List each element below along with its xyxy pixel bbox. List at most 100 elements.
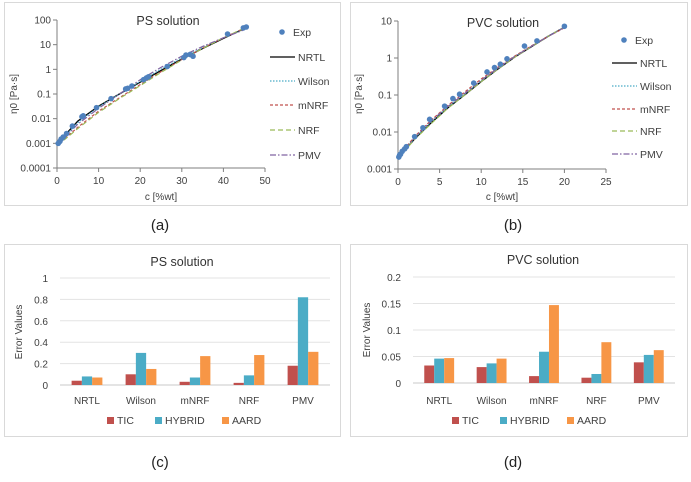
chart-a-exp-point bbox=[243, 24, 250, 30]
chart-c-category-label: PMV bbox=[292, 396, 314, 407]
chart-a-exp-point bbox=[129, 83, 135, 89]
chart-c-bar-aard bbox=[92, 377, 103, 385]
chart-d-ytick-label: 0.1 bbox=[387, 326, 401, 337]
chart-d-bar-hybrid bbox=[434, 358, 445, 383]
chart-c-bar-tic bbox=[71, 380, 82, 385]
chart-c-bar-tic bbox=[125, 374, 136, 385]
chart-b-xlabel: c [%wt] bbox=[486, 192, 518, 203]
chart-c-bar-hybrid bbox=[297, 297, 309, 385]
chart-d-legend-hybrid-swatch bbox=[500, 417, 507, 424]
chart-b-xtick-label: 0 bbox=[395, 177, 401, 188]
chart-a-legend-exp-label: Exp bbox=[293, 27, 311, 39]
chart-d-ytick-label: 0.2 bbox=[387, 273, 401, 284]
chart-c-category-label: Wilson bbox=[126, 396, 156, 407]
chart-d-ytick-label: 0.05 bbox=[382, 353, 402, 364]
chart-c-ytick-label: 0.4 bbox=[34, 338, 48, 349]
chart-b-exp-point bbox=[521, 43, 528, 49]
chart-a-ytick-label: 0.01 bbox=[32, 114, 52, 125]
chart-b-ytick-label: 10 bbox=[381, 17, 393, 28]
chart-b-exp-point bbox=[470, 80, 477, 86]
chart-c-category-label: mNRF bbox=[181, 396, 210, 407]
caption-d: (d) bbox=[504, 454, 522, 471]
chart-a-exp-point bbox=[108, 95, 114, 102]
chart-b-exp-point bbox=[426, 116, 433, 123]
chart-a-title: PS solution bbox=[136, 14, 199, 28]
chart-c-ytick-label: 0 bbox=[42, 381, 48, 392]
chart-c-legend-hybrid-swatch bbox=[155, 417, 162, 424]
chart-a-exp-point bbox=[69, 123, 76, 129]
chart-a-exp-point bbox=[164, 63, 171, 70]
chart-c-ytick-label: 0.8 bbox=[34, 295, 48, 306]
chart-b-ytick-label: 0.1 bbox=[378, 91, 392, 102]
chart-b-xtick-label: 15 bbox=[517, 177, 529, 188]
chart-b-ytick-label: 0.01 bbox=[373, 128, 393, 139]
chart-c-title: PS solution bbox=[150, 255, 213, 269]
chart-c-legend-hybrid-label: HYBRID bbox=[165, 415, 205, 427]
chart-b-exp-point bbox=[450, 95, 456, 102]
chart-a-legend-nrtl-label: NRTL bbox=[298, 52, 325, 64]
chart-c-legend-aard-label: AARD bbox=[232, 415, 262, 427]
chart-d-bar-tic bbox=[633, 362, 644, 383]
chart-a-exp-point bbox=[190, 53, 196, 60]
caption-a: (a) bbox=[151, 217, 169, 234]
chart-b-exp-point bbox=[420, 124, 426, 131]
chart-d-legend-aard-label: AARD bbox=[577, 415, 607, 427]
chart-b-legend-nrtl-label: NRTL bbox=[640, 58, 667, 70]
chart-a-xtick-label: 20 bbox=[135, 176, 147, 187]
chart-c-bar-tic bbox=[233, 382, 244, 385]
chart-a-legend-pmv-label: PMV bbox=[298, 150, 321, 162]
chart-b-exp-point bbox=[484, 69, 490, 75]
panel-b-frame bbox=[350, 2, 688, 206]
chart-a-exp-point bbox=[183, 52, 189, 58]
chart-a-exp-point bbox=[145, 73, 152, 80]
chart-b-line-nrtl bbox=[397, 26, 565, 159]
chart-d-bar-aard bbox=[444, 358, 455, 383]
chart-c-bar-aard bbox=[308, 351, 319, 385]
chart-d-bar-tic bbox=[476, 367, 487, 383]
chart-a-xtick-label: 30 bbox=[176, 176, 188, 187]
chart-d-legend-aard-swatch bbox=[567, 417, 574, 424]
chart-d-ylabel: Error Values bbox=[362, 303, 373, 358]
chart-c-category-label: NRF bbox=[239, 396, 260, 407]
chart-a-line-pmv bbox=[56, 29, 245, 145]
chart-b-line-mnrf bbox=[397, 27, 565, 159]
chart-c-bar-hybrid bbox=[135, 352, 147, 385]
chart-c-ytick-label: 0.6 bbox=[34, 317, 48, 328]
chart-a-line-wilson bbox=[56, 28, 245, 145]
chart-d-bar-aard bbox=[601, 342, 612, 383]
chart-c-ylabel: Error Values bbox=[14, 305, 25, 360]
chart-a-exp-point bbox=[63, 130, 70, 137]
chart-a-ytick-label: 0.0001 bbox=[20, 164, 51, 175]
chart-d-bar-hybrid bbox=[643, 354, 654, 383]
chart-b-exp-point bbox=[411, 133, 418, 140]
chart-a-legend-wilson-label: Wilson bbox=[298, 76, 330, 88]
chart-d-bar-aard bbox=[496, 358, 507, 383]
chart-b-exp-point bbox=[403, 143, 410, 150]
chart-a-exp-point bbox=[124, 85, 131, 92]
chart-a-ytick-label: 100 bbox=[34, 16, 51, 27]
chart-a-legend-exp-marker bbox=[279, 29, 285, 35]
chart-c-bar-hybrid bbox=[243, 375, 255, 385]
chart-a-line-nrf bbox=[56, 27, 245, 146]
chart-b-ytick-label: 1 bbox=[386, 54, 392, 65]
chart-b-exp-point bbox=[456, 91, 463, 98]
chart-b-xtick-label: 25 bbox=[600, 177, 612, 188]
chart-b-line-nrf bbox=[397, 26, 565, 159]
chart-b-exp-point bbox=[534, 38, 540, 44]
chart-d-bar-tic bbox=[424, 365, 435, 383]
chart-b-legend-exp-label: Exp bbox=[635, 35, 653, 47]
chart-a-xtick-label: 40 bbox=[218, 176, 230, 187]
chart-c-bar-aard bbox=[200, 356, 211, 385]
chart-c-legend-aard-swatch bbox=[222, 417, 229, 424]
chart-b-legend-wilson-label: Wilson bbox=[640, 81, 672, 93]
chart-b-legend-mnrf-label: mNRF bbox=[640, 104, 670, 116]
chart-b-xtick-label: 5 bbox=[437, 177, 443, 188]
chart-a-exp-point bbox=[80, 113, 87, 119]
chart-d-title: PVC solution bbox=[507, 253, 579, 267]
caption-b: (b) bbox=[504, 217, 522, 234]
chart-d-category-label: mNRF bbox=[530, 396, 559, 407]
chart-b-exp-point bbox=[504, 56, 510, 62]
chart-c-ytick-label: 0.2 bbox=[34, 360, 48, 371]
chart-a-ytick-label: 10 bbox=[40, 40, 52, 51]
